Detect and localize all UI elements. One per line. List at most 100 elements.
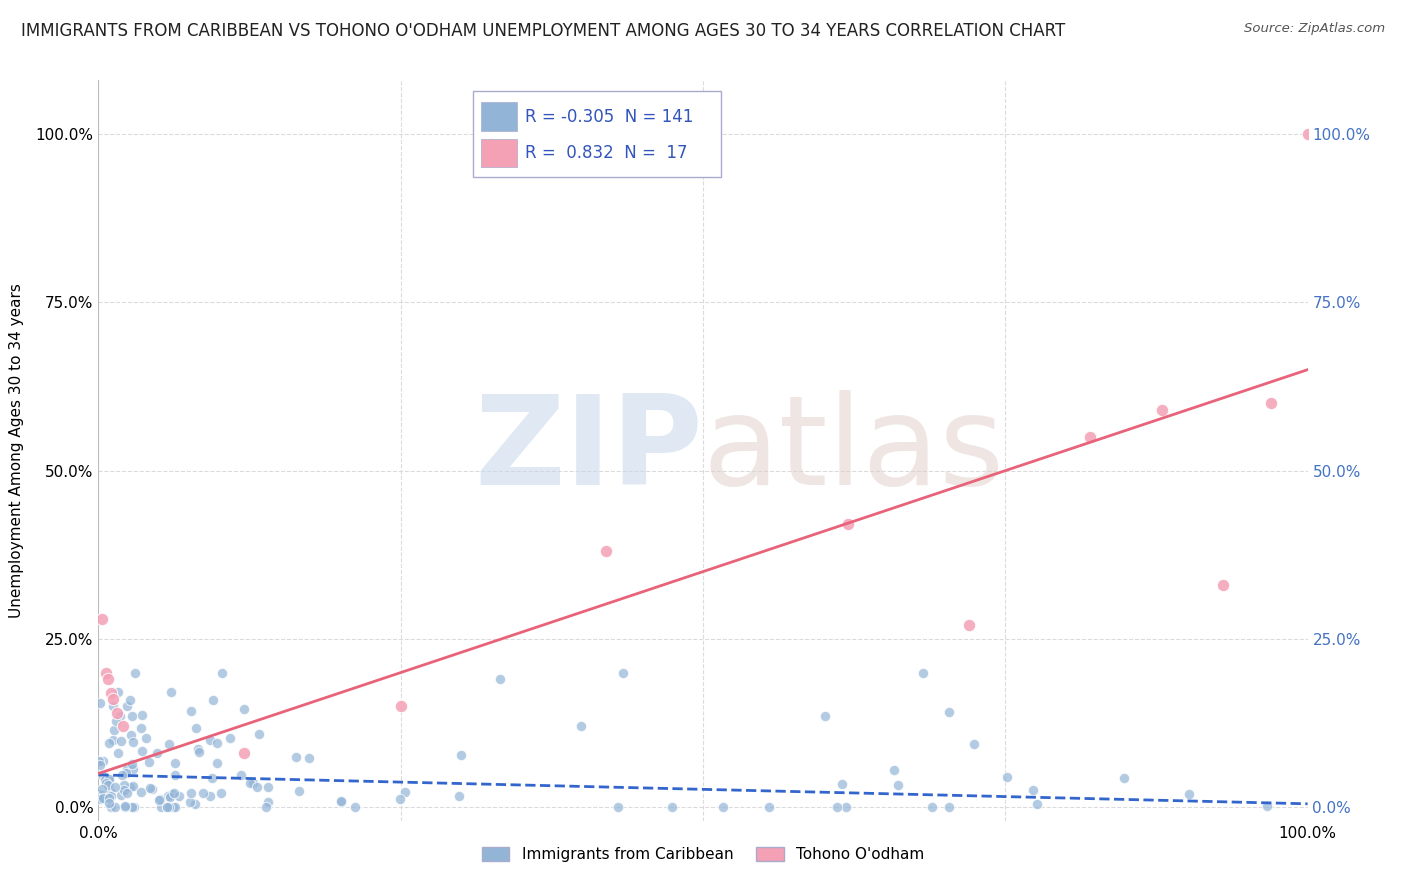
Point [661,800,683,814]
Point [963,738,986,752]
Point [1021,782,1043,797]
Point [1260,396,1282,410]
Point [91,612,114,626]
Point [288,783,311,797]
Point [187,742,209,756]
Point [114,800,136,814]
Text: ZIP: ZIP [474,390,703,511]
Point [138,755,160,769]
Point [107,746,129,760]
Point [149,800,172,814]
Point [330,794,353,808]
Text: atlas: atlas [703,390,1005,511]
Text: R =  0.832  N =  17: R = 0.832 N = 17 [526,144,688,161]
Point [121,800,143,814]
Point [1152,403,1174,417]
Point [167,789,190,803]
Point [122,779,145,793]
Point [91,754,114,768]
Point [257,780,280,794]
Point [209,786,232,800]
Point [156,800,179,814]
Point [1256,798,1278,813]
FancyBboxPatch shape [481,139,517,167]
Point [87,754,110,768]
Point [112,779,135,793]
Point [159,789,181,804]
Point [394,785,416,799]
Point [163,800,186,814]
Point [105,706,128,720]
Point [101,733,124,747]
Point [98,797,121,811]
Point [607,800,630,814]
Point [238,775,260,789]
Point [938,705,960,719]
Point [135,731,157,745]
Point [887,778,910,792]
Point [141,782,163,797]
FancyBboxPatch shape [481,103,517,130]
Point [186,721,208,735]
Point [938,800,960,814]
Point [97,772,120,786]
Point [184,797,207,811]
Point [129,785,152,799]
Point [148,793,170,807]
Point [121,757,143,772]
Point [104,800,127,814]
Point [89,792,111,806]
Point [98,790,121,805]
Point [156,800,179,814]
Point [995,770,1018,784]
Point [131,744,153,758]
Point [94,665,117,680]
Point [114,798,136,813]
Text: IMMIGRANTS FROM CARIBBEAN VS TOHONO O'ODHAM UNEMPLOYMENT AMONG AGES 30 TO 34 YEA: IMMIGRANTS FROM CARIBBEAN VS TOHONO O'OD… [21,22,1066,40]
Y-axis label: Unemployment Among Ages 30 to 34 years: Unemployment Among Ages 30 to 34 years [10,283,24,618]
Point [1296,127,1319,141]
Point [233,702,256,716]
Point [111,719,134,733]
Point [612,665,634,680]
Point [87,787,110,801]
Point [98,736,121,750]
Point [389,699,412,714]
Point [157,800,180,814]
Point [180,786,202,800]
Point [100,686,122,700]
Point [103,699,125,714]
Point [834,800,856,814]
Point [89,789,111,804]
Point [205,756,228,770]
Point [825,800,848,814]
Point [285,750,308,764]
Point [159,685,181,699]
Point [814,709,837,723]
Point [571,719,593,733]
Point [211,665,233,680]
Point [90,789,112,803]
Point [449,789,471,803]
Point [90,782,112,797]
Point [758,800,780,814]
Point [149,791,172,805]
Point [831,777,853,791]
Point [165,768,187,782]
Point [298,751,321,765]
Point [1212,578,1234,592]
Point [247,726,270,740]
Point [139,780,162,795]
Point [121,708,143,723]
Point [89,757,111,772]
Point [124,665,146,680]
Point [118,780,141,794]
Point [911,665,934,680]
Point [1078,430,1101,444]
Point [117,762,139,776]
Point [115,786,138,800]
Point [229,768,252,782]
Point [100,789,122,803]
Point [219,731,242,745]
Point [131,707,153,722]
